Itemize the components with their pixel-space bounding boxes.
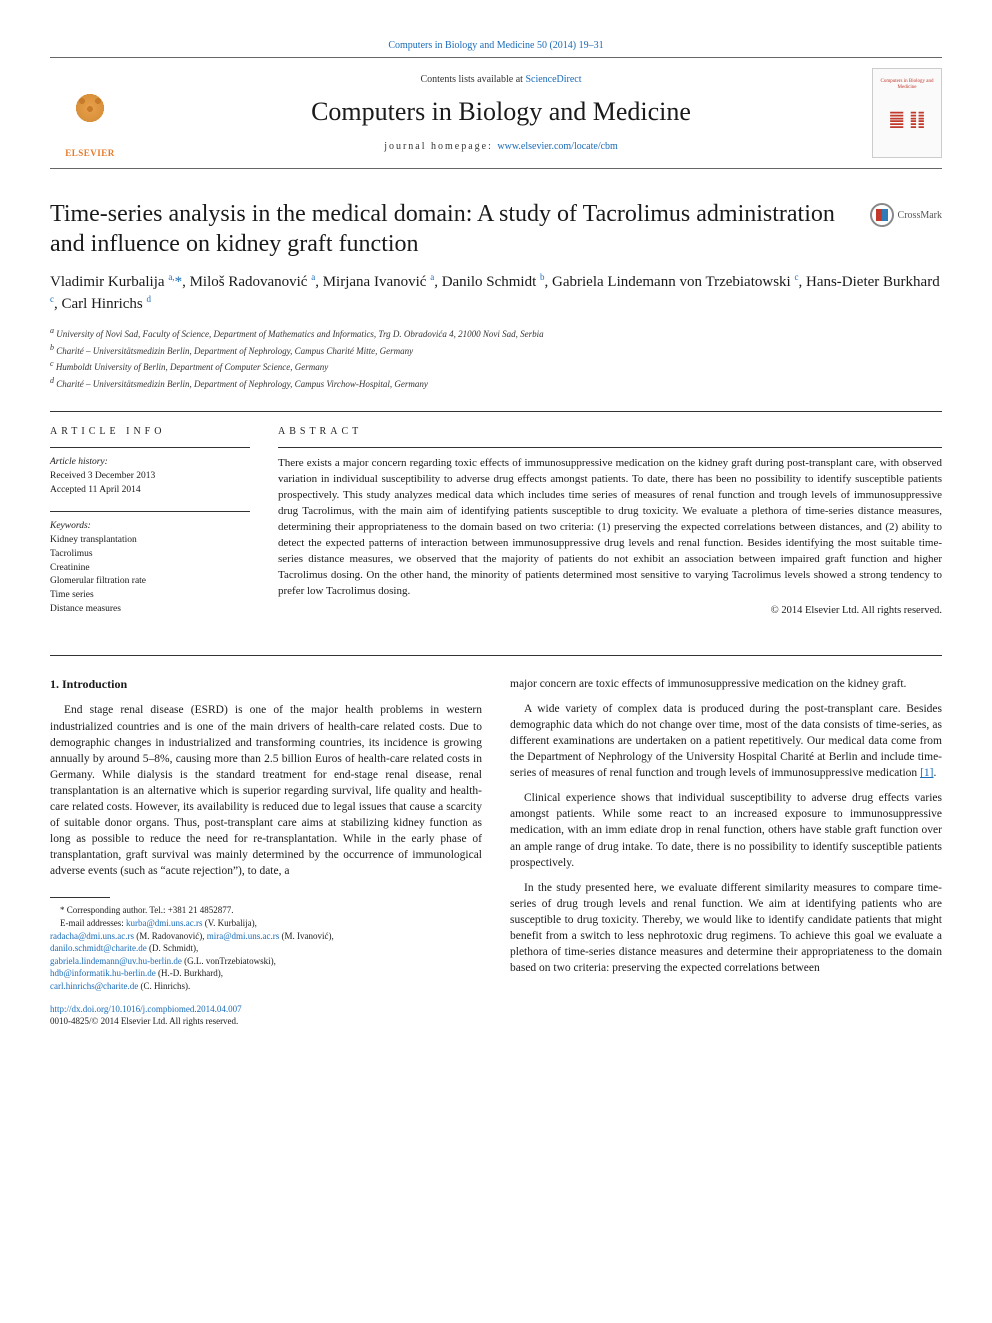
- emails-block: E-mail addresses: kurba@dmi.uns.ac.rs (V…: [50, 917, 482, 993]
- keyword: Kidney transplantation: [50, 534, 250, 548]
- email-link[interactable]: carl.hinrichs@charite.de: [50, 981, 138, 991]
- history-label: Article history:: [50, 456, 250, 470]
- abstract-copyright: © 2014 Elsevier Ltd. All rights reserved…: [278, 605, 942, 616]
- authors-line: Vladimir Kurbalija a,*, Miloš Radovanovi…: [50, 271, 942, 315]
- reference-link[interactable]: [1]: [920, 767, 933, 779]
- divider: [278, 447, 942, 448]
- email-who: (M. Ivanović),: [279, 931, 333, 941]
- crossmark-icon: [870, 203, 894, 227]
- divider: [50, 655, 942, 656]
- elsevier-logo: ELSEVIER: [50, 68, 130, 158]
- header-center: Contents lists available at ScienceDirec…: [130, 74, 872, 152]
- keywords-block: Keywords: Kidney transplantation Tacroli…: [50, 520, 250, 616]
- elsevier-text: ELSEVIER: [65, 148, 115, 158]
- keywords-label: Keywords:: [50, 520, 250, 534]
- email-who: (M. Radovanović),: [134, 931, 207, 941]
- doi-block: http://dx.doi.org/10.1016/j.compbiomed.2…: [50, 1003, 482, 1027]
- affiliation: b Charité – Universitätsmedizin Berlin, …: [50, 342, 942, 359]
- homepage-line: journal homepage: www.elsevier.com/locat…: [130, 141, 872, 152]
- doi-link[interactable]: http://dx.doi.org/10.1016/j.compbiomed.2…: [50, 1004, 242, 1014]
- elsevier-tree-icon: [60, 84, 120, 144]
- right-column: major concern are toxic effects of immun…: [510, 676, 942, 1027]
- journal-thumb-title: Computers in Biology and Medicine: [877, 79, 937, 91]
- contents-line: Contents lists available at ScienceDirec…: [130, 74, 872, 85]
- body-paragraph: In the study presented here, we evaluate…: [510, 880, 942, 977]
- journal-name: Computers in Biology and Medicine: [130, 97, 872, 127]
- email-link[interactable]: radacha@dmi.uns.ac.rs: [50, 931, 134, 941]
- left-column: 1. Introduction End stage renal disease …: [50, 676, 482, 1027]
- homepage-link[interactable]: www.elsevier.com/locate/cbm: [497, 141, 617, 152]
- homepage-prefix: journal homepage:: [384, 141, 497, 152]
- email-link[interactable]: danilo.schmidt@charite.de: [50, 943, 147, 953]
- received-line: Received 3 December 2013: [50, 470, 250, 484]
- paragraph-text: A wide variety of complex data is produc…: [510, 703, 942, 779]
- email-link[interactable]: mira@dmi.uns.ac.rs: [207, 931, 280, 941]
- body-paragraph: Clinical experience shows that individua…: [510, 790, 942, 870]
- emails-label: E-mail addresses:: [60, 918, 126, 928]
- affiliation-text: Humboldt University of Berlin, Departmen…: [56, 362, 328, 372]
- email-who: (C. Hinrichs).: [138, 981, 190, 991]
- affiliation-text: Charité – Universitätsmedizin Berlin, De…: [56, 379, 428, 389]
- keyword: Creatinine: [50, 562, 250, 576]
- body-paragraph: major concern are toxic effects of immun…: [510, 676, 942, 692]
- crossmark-badge[interactable]: CrossMark: [870, 203, 942, 227]
- paragraph-text: .: [933, 767, 936, 779]
- accepted-line: Accepted 11 April 2014: [50, 484, 250, 498]
- contents-prefix: Contents lists available at: [420, 74, 525, 85]
- affiliation: a University of Novi Sad, Faculty of Sci…: [50, 325, 942, 342]
- affiliation-text: Charité – Universitätsmedizin Berlin, De…: [56, 346, 413, 356]
- affiliations: a University of Novi Sad, Faculty of Sci…: [50, 325, 942, 391]
- abstract-label: ABSTRACT: [278, 426, 942, 437]
- affiliation-text: University of Novi Sad, Faculty of Scien…: [56, 329, 543, 339]
- email-who: (D. Schmidt),: [147, 943, 199, 953]
- body-paragraph: End stage renal disease (ESRD) is one of…: [50, 702, 482, 879]
- affiliation: d Charité – Universitätsmedizin Berlin, …: [50, 375, 942, 392]
- section-heading: 1. Introduction: [50, 676, 482, 693]
- email-link[interactable]: hdb@informatik.hu-berlin.de: [50, 968, 156, 978]
- abstract-column: ABSTRACT There exists a major concern re…: [278, 426, 942, 631]
- footnote-rule: [50, 897, 110, 898]
- email-who: (G.L. vonTrzebiatowski),: [182, 956, 276, 966]
- corresponding-author: * Corresponding author. Tel.: +381 21 48…: [50, 904, 482, 917]
- footnotes: * Corresponding author. Tel.: +381 21 48…: [50, 904, 482, 992]
- journal-header: ELSEVIER Contents lists available at Sci…: [50, 57, 942, 169]
- keyword: Time series: [50, 589, 250, 603]
- crossmark-label: CrossMark: [898, 210, 942, 221]
- article-info-column: ARTICLE INFO Article history: Received 3…: [50, 426, 250, 631]
- divider: [50, 447, 250, 448]
- keyword: Distance measures: [50, 603, 250, 617]
- article-history: Article history: Received 3 December 201…: [50, 456, 250, 497]
- divider: [50, 411, 942, 412]
- citation-line: Computers in Biology and Medicine 50 (20…: [50, 40, 942, 51]
- sciencedirect-link[interactable]: ScienceDirect: [525, 74, 581, 85]
- journal-thumb-icon: ䷀ ䷁: [889, 109, 926, 130]
- body-columns: 1. Introduction End stage renal disease …: [50, 676, 942, 1027]
- affiliation: c Humboldt University of Berlin, Departm…: [50, 358, 942, 375]
- article-title: Time-series analysis in the medical doma…: [50, 199, 850, 259]
- journal-cover-thumb: Computers in Biology and Medicine ䷀ ䷁: [872, 68, 942, 158]
- issn-line: 0010-4825/© 2014 Elsevier Ltd. All right…: [50, 1016, 238, 1026]
- abstract-text: There exists a major concern regarding t…: [278, 456, 942, 599]
- email-link[interactable]: gabriela.lindemann@uv.hu-berlin.de: [50, 956, 182, 966]
- keyword: Tacrolimus: [50, 548, 250, 562]
- body-paragraph: A wide variety of complex data is produc…: [510, 701, 942, 781]
- article-info-label: ARTICLE INFO: [50, 426, 250, 437]
- divider: [50, 511, 250, 512]
- keyword: Glomerular filtration rate: [50, 575, 250, 589]
- email-link[interactable]: kurba@dmi.uns.ac.rs: [126, 918, 203, 928]
- email-who: (H.-D. Burkhard),: [156, 968, 223, 978]
- email-who: (V. Kurbalija),: [203, 918, 257, 928]
